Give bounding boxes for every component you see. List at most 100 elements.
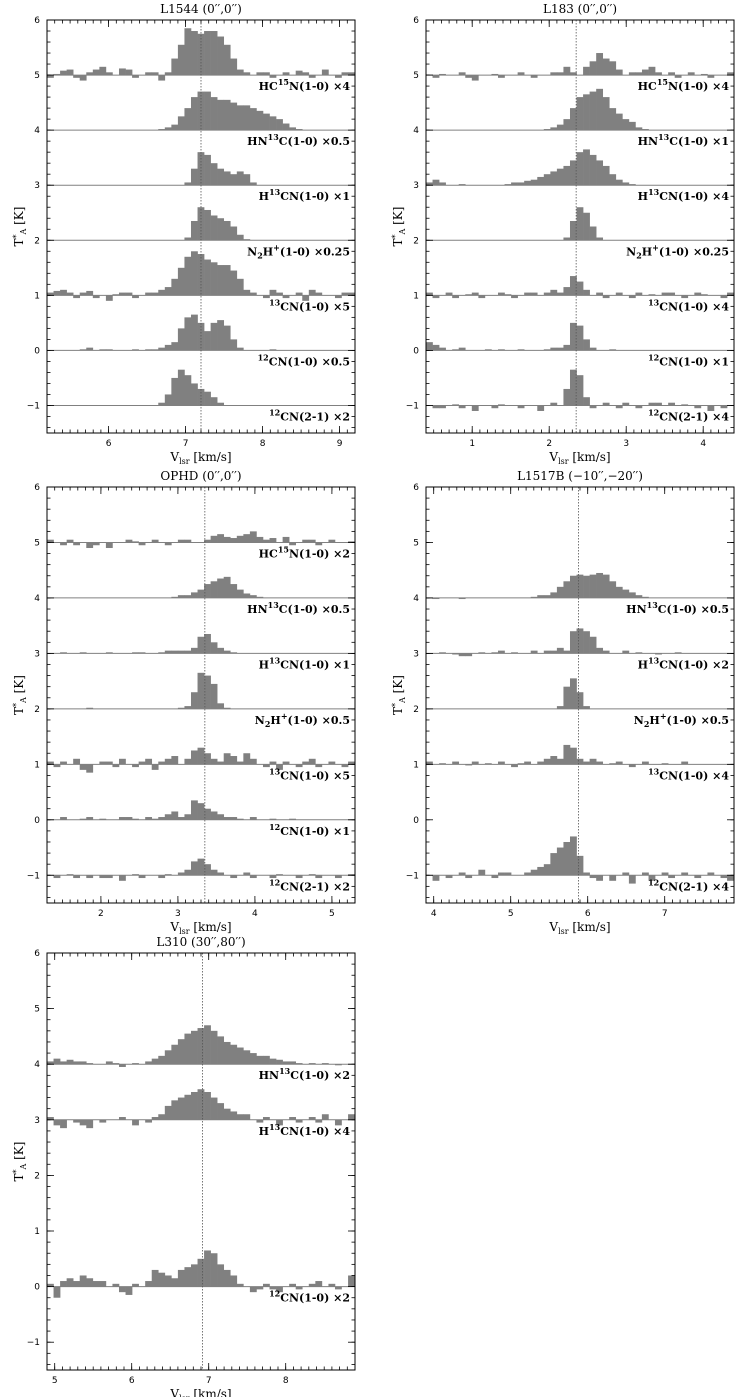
y-tick-label: 0 xyxy=(413,816,419,826)
spectrum-channel xyxy=(602,402,610,406)
spectrum-channel xyxy=(236,1283,244,1287)
spectrum-channel xyxy=(223,650,231,654)
spectrum-channel xyxy=(118,1064,126,1067)
spectrum-channel xyxy=(118,758,126,765)
spectrum-channel xyxy=(556,847,564,876)
spectrum-channel xyxy=(204,675,211,709)
series-label: 13CN(1-0) ×4 xyxy=(648,297,729,313)
spectrum-channel xyxy=(537,866,545,876)
spectrum-channel xyxy=(550,72,558,76)
spectrum-channel xyxy=(315,542,323,546)
spectrum-channel xyxy=(223,1108,231,1120)
spectrum-channel xyxy=(334,875,342,879)
spectrum-channel xyxy=(615,69,623,76)
series-label: 13CN(1-0) ×4 xyxy=(648,766,729,782)
series-label: HC15N(1-0) ×4 xyxy=(638,77,730,93)
spectrum-channel xyxy=(73,1119,81,1123)
spectrum-channel xyxy=(99,818,107,820)
spectrum-channel xyxy=(321,69,329,76)
spectrum-channel xyxy=(190,592,198,598)
spectrum-channel xyxy=(138,542,146,546)
spectrum-channel xyxy=(249,1053,257,1065)
spectrum-series xyxy=(47,633,355,654)
spectrum-channel xyxy=(727,292,734,296)
spectrum-channel xyxy=(628,764,636,768)
spectrum-channel xyxy=(576,97,584,131)
spectrum-channel xyxy=(484,349,492,351)
spectrum-channel xyxy=(295,292,303,296)
spectrum-channel xyxy=(197,152,205,186)
spectrum-channel xyxy=(177,1269,185,1287)
spectrum-series xyxy=(426,322,734,351)
y-tick-label: 0 xyxy=(34,346,40,356)
x-tick-label: 7 xyxy=(183,439,189,449)
spectrum-channel xyxy=(204,753,211,765)
spectrum-channel xyxy=(249,758,257,765)
y-tick-label: 4 xyxy=(34,594,40,604)
spectrum-channel xyxy=(628,121,636,131)
spectrum-channel xyxy=(458,872,466,876)
spectrum-channel xyxy=(491,405,499,409)
spectrum-channel xyxy=(537,595,545,598)
spectrum-channel xyxy=(177,328,185,351)
spectrum-channel xyxy=(223,753,231,765)
spectrum-channel xyxy=(628,592,636,598)
spectrum-channel xyxy=(262,764,270,768)
spectrum-channel xyxy=(563,66,571,76)
spectrum-channel xyxy=(125,539,133,543)
spectrum-channel xyxy=(99,349,107,351)
spectrum-channel xyxy=(543,292,551,296)
spectrum-channel xyxy=(622,119,630,131)
spectrum-channel xyxy=(615,113,623,131)
spectrum-channel xyxy=(348,761,355,765)
spectrum-channel xyxy=(249,817,257,820)
spectrum-channel xyxy=(197,672,205,709)
spectrum-channel xyxy=(517,763,525,765)
spectrum-channel xyxy=(86,542,94,549)
spectrum-channel xyxy=(197,636,205,654)
spectrum-channel xyxy=(596,237,604,241)
x-tick-label: 2 xyxy=(546,439,552,449)
spectrum-channel xyxy=(190,1264,198,1287)
spectrum-channel xyxy=(289,1117,297,1120)
spectrum-channel xyxy=(256,596,264,598)
spectrum-channel xyxy=(204,154,211,186)
spectrum-channel xyxy=(615,405,623,409)
spectrum-channel xyxy=(243,1114,251,1120)
spectrum-channel xyxy=(289,1283,297,1287)
spectrum-channel xyxy=(543,650,551,654)
spectrum-channel xyxy=(556,758,564,765)
spectrum-channel xyxy=(655,402,662,406)
spectrum-channel xyxy=(105,542,113,549)
spectrum-channel xyxy=(563,388,571,406)
spectrum-channel xyxy=(60,1281,67,1287)
spectrum-channel xyxy=(177,1039,185,1065)
spectrum-channel xyxy=(125,69,133,76)
spectrum-channel xyxy=(151,292,159,296)
spectrum-channel xyxy=(635,72,643,76)
spectrum-channel xyxy=(308,289,316,296)
spectrum-channel xyxy=(184,317,192,351)
spectrum-channel xyxy=(230,538,238,543)
spectrum-channel xyxy=(576,207,584,241)
spectrum-channel xyxy=(236,535,244,543)
spectrum-channel xyxy=(210,683,218,709)
spectrum-channel xyxy=(210,31,218,76)
spectrum-channel xyxy=(204,1092,211,1120)
spectrum-channel xyxy=(236,171,244,186)
spectrum-channel xyxy=(190,800,198,820)
y-tick-label: 4 xyxy=(413,594,419,604)
spectrum-channel xyxy=(184,595,192,598)
spectrum-channel xyxy=(269,875,277,879)
spectrum-channel xyxy=(648,66,656,76)
series-label: H13CN(1-0) ×1 xyxy=(259,655,350,671)
spectrum-series xyxy=(426,369,734,411)
spectrum-channel xyxy=(204,259,211,296)
spectrum-channel xyxy=(197,1089,205,1120)
spectrum-channel xyxy=(223,220,231,241)
spectrum-channel xyxy=(661,292,669,296)
spectrum-channel xyxy=(269,349,277,351)
y-tick-label: 5 xyxy=(413,538,419,548)
spectrum-channel xyxy=(262,72,270,76)
spectrum-series xyxy=(426,276,734,299)
